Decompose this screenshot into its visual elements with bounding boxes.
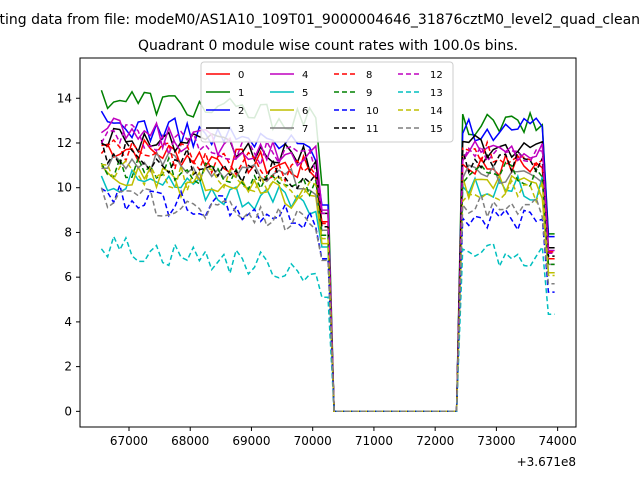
- series-line-15: [100, 187, 555, 413]
- legend-label-2: 2: [238, 106, 244, 117]
- x-tick-label: 67000: [110, 434, 148, 448]
- series-line-11: [100, 139, 555, 413]
- x-tick-label: 71000: [355, 434, 393, 448]
- legend-label-9: 9: [366, 88, 372, 99]
- legend-label-15: 15: [430, 124, 443, 135]
- legend-label-5: 5: [302, 88, 308, 99]
- legend-label-6: 6: [302, 106, 308, 117]
- x-offset-label: +3.671e8: [517, 455, 576, 469]
- series-line-10: [101, 182, 555, 413]
- x-tick-label: 68000: [171, 434, 209, 448]
- y-tick-label: 6: [64, 270, 72, 284]
- y-tick-label: 8: [64, 225, 72, 239]
- x-tick-label: 74000: [539, 434, 577, 448]
- legend-box: [200, 61, 454, 143]
- legend-label-3: 3: [238, 124, 244, 135]
- legend-label-14: 14: [430, 106, 443, 117]
- series-layer: [100, 90, 555, 413]
- y-tick-label: 2: [64, 360, 72, 374]
- legend-label-7: 7: [302, 124, 308, 135]
- y-tick-label: 4: [64, 315, 72, 329]
- figure-suptitle: Plotting data from file: modeM0/AS1A10_1…: [0, 12, 640, 28]
- plot-frame: [79, 57, 577, 428]
- series-line-2: [100, 110, 555, 413]
- series-line-12: [100, 124, 555, 413]
- y-tick-label: 14: [57, 91, 72, 105]
- legend-label-0: 0: [238, 70, 244, 81]
- legend-label-1: 1: [238, 88, 244, 99]
- x-tick-label: 73000: [477, 434, 515, 448]
- y-tick-label: 10: [57, 181, 72, 195]
- x-tick-label: 72000: [416, 434, 454, 448]
- axis-layer: 67000 68000 69000 70000 71000 72000 73000 74000…: [57, 91, 577, 448]
- series-line-1: [100, 90, 555, 413]
- legend-label-13: 13: [430, 88, 443, 99]
- legend-label-12: 12: [430, 70, 443, 81]
- y-tick-label: 0: [64, 404, 72, 418]
- legend-label-10: 10: [366, 106, 379, 117]
- x-tick-label: 70000: [294, 434, 332, 448]
- chart-title: Quadrant 0 module wise count rates with …: [138, 38, 518, 54]
- x-tick-label: 69000: [232, 434, 270, 448]
- series-line-14: [101, 159, 555, 413]
- legend-label-11: 11: [366, 124, 379, 135]
- legend-label-4: 4: [302, 70, 308, 81]
- y-tick-label: 12: [57, 136, 72, 150]
- series-line-9: [100, 155, 555, 413]
- legend-label-8: 8: [366, 70, 372, 81]
- series-line-13: [100, 234, 555, 413]
